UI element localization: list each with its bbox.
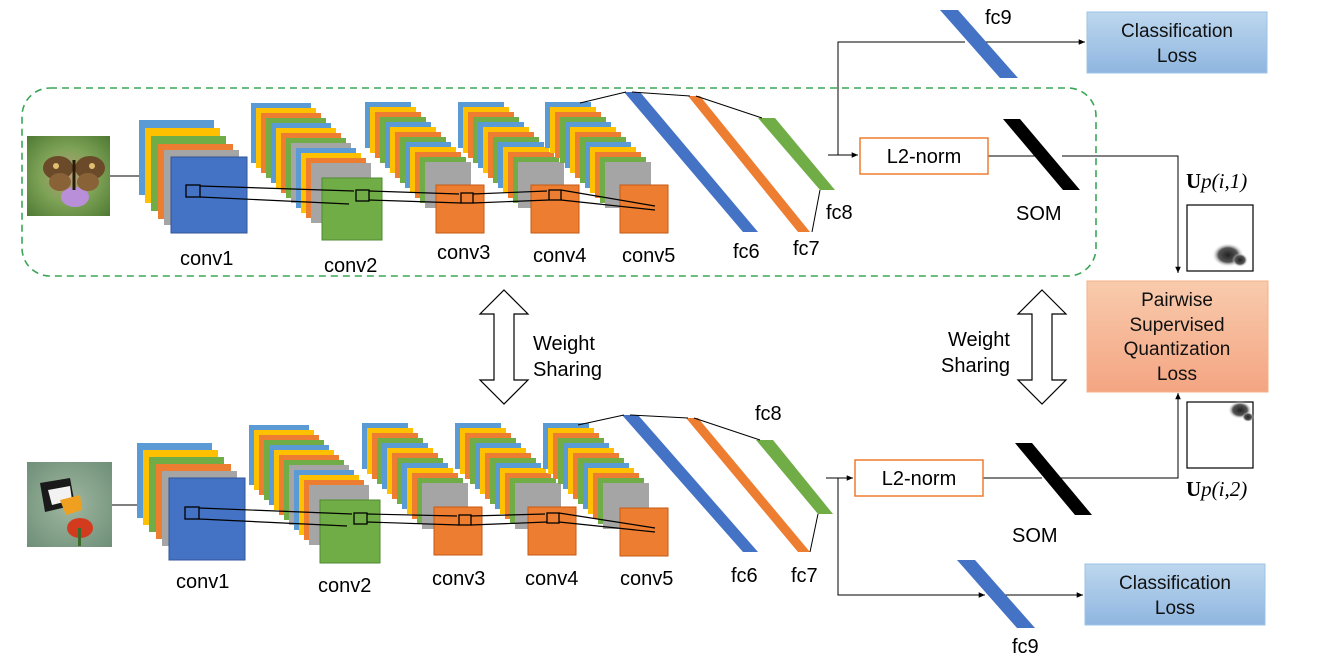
top-branch xyxy=(27,10,1268,273)
classification-loss-box-bottom xyxy=(1084,563,1266,626)
l2-norm-box-bottom xyxy=(854,459,984,497)
codeword-map-bottom xyxy=(1186,401,1254,469)
som-bar-bottom xyxy=(1015,443,1092,515)
fc9-label-bottom: fc9 xyxy=(1012,636,1039,658)
som-label-bottom: SOM xyxy=(1012,525,1058,547)
fc8-label-top: fc8 xyxy=(826,202,853,224)
fc8-label-bottom: fc8 xyxy=(755,403,782,425)
conv1-label-bottom: conv1 xyxy=(176,571,229,593)
pairwise-label-line3: Quantization xyxy=(1124,339,1231,360)
pairwise-label-line4: Loss xyxy=(1157,364,1197,385)
fc9-label-top: fc9 xyxy=(985,7,1012,29)
fc7-label-top: fc7 xyxy=(793,238,820,260)
loss-label-top: Loss xyxy=(1157,46,1197,67)
conv3-label-bottom: conv3 xyxy=(432,568,485,590)
butterfly-image-bottom xyxy=(27,462,112,547)
conv4-stack-top xyxy=(458,102,580,234)
conv3-stack-top xyxy=(365,102,485,234)
u-label-top: Up(i,1) xyxy=(1186,169,1247,193)
conv4-label-bottom: conv4 xyxy=(525,568,578,590)
sharing-label-right: Sharing xyxy=(941,355,1010,377)
classification-label-top: Classification xyxy=(1121,21,1233,42)
conv3-label-top: conv3 xyxy=(437,242,490,264)
fc8-bar-top xyxy=(758,118,835,190)
conv1-stack-top xyxy=(139,120,248,234)
fc7-label-bottom: fc7 xyxy=(791,565,818,587)
weight-label-right: Weight xyxy=(948,329,1010,351)
kernel-projection-lines-bottom xyxy=(198,507,656,533)
conv4-stack-bottom xyxy=(455,423,577,556)
weight-label-left: Weight xyxy=(533,333,595,355)
conv2-stack-bottom xyxy=(249,425,381,564)
fc9-bar-top xyxy=(940,10,1018,78)
conv3-stack-bottom xyxy=(362,423,483,556)
pairwise-label-line1: Pairwise xyxy=(1141,290,1213,311)
classification-loss-box-top xyxy=(1086,11,1268,74)
weight-sharing-arrow-right xyxy=(1016,289,1068,405)
fc9-bar-bottom xyxy=(957,560,1035,628)
fc7-bar-bottom xyxy=(686,418,810,552)
pairwise-label-line2: Supervised xyxy=(1129,315,1224,336)
conv1-stack-bottom xyxy=(137,443,246,561)
codeword-map-top xyxy=(1186,204,1254,272)
fc6-label-bottom: fc6 xyxy=(731,565,758,587)
l2-norm-label-bottom: L2-norm xyxy=(882,468,956,490)
l2-norm-label-top: L2-norm xyxy=(887,146,961,168)
fc7-bar-top xyxy=(688,96,810,232)
kernel-projection-lines-top xyxy=(199,185,656,211)
l2-norm-box-top xyxy=(859,137,989,175)
classification-label-bottom: Classification xyxy=(1119,573,1231,594)
som-label-top: SOM xyxy=(1016,203,1062,225)
conv2-label-top: conv2 xyxy=(324,255,377,277)
fc6-label-top: fc6 xyxy=(733,241,760,263)
conv5-label-bottom: conv5 xyxy=(620,568,673,590)
conv2-label-bottom: conv2 xyxy=(318,575,371,597)
sharing-label-left: Sharing xyxy=(533,359,602,381)
fc8-bar-bottom xyxy=(756,440,833,514)
fc6-bar-bottom xyxy=(622,415,758,552)
conv1-label-top: conv1 xyxy=(180,248,233,270)
som-bar-top xyxy=(1003,119,1080,190)
conv4-label-top: conv4 xyxy=(533,245,586,267)
shared-network-region xyxy=(21,87,1097,277)
bottom-branch xyxy=(27,393,1266,628)
conv5-label-top: conv5 xyxy=(622,245,675,267)
pairwise-loss-box xyxy=(1086,280,1269,393)
weight-sharing-arrow-left xyxy=(478,289,530,405)
fc6-bar-top xyxy=(624,92,758,232)
loss-label-bottom: Loss xyxy=(1155,598,1195,619)
conv2-stack-top xyxy=(251,103,383,241)
conv5-stack-bottom xyxy=(543,423,669,557)
u-label-bottom: Up(i,2) xyxy=(1186,477,1247,501)
butterfly-image-top xyxy=(27,136,110,216)
